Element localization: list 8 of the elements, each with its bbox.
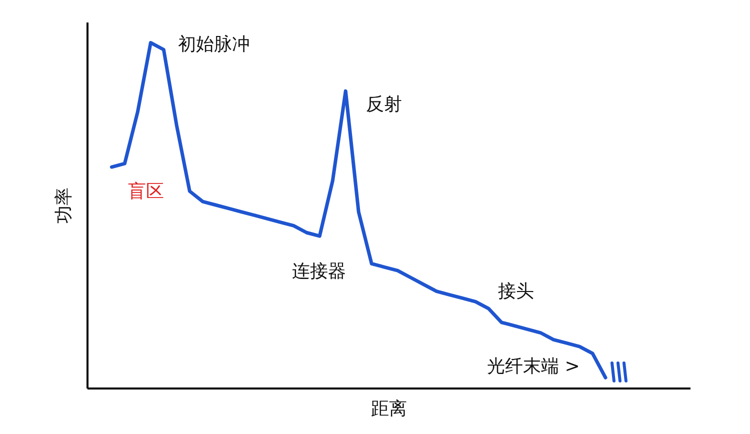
y-axis-title: 功率 (54, 188, 74, 224)
annotation: 接头 (498, 281, 534, 302)
annotation: 盲区 (128, 181, 164, 202)
x-axis-title: 距离 (371, 398, 407, 420)
annotation: 初始脉冲 (178, 34, 250, 55)
annotation: 光纤末端 > (487, 356, 580, 377)
annotation: 连接器 (292, 261, 346, 282)
annotation: 反射 (366, 94, 402, 115)
